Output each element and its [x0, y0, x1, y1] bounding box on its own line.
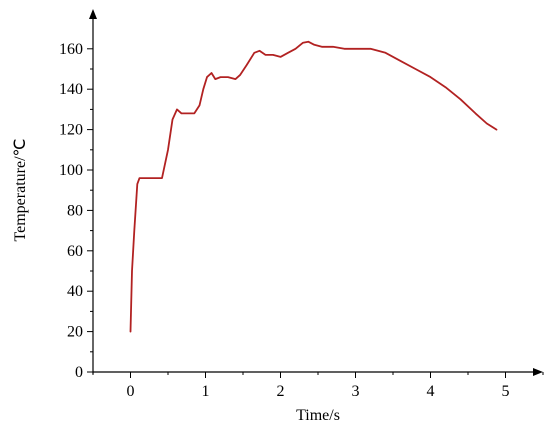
- y-tick-label: 40: [67, 283, 83, 300]
- y-tick-label: 60: [67, 243, 83, 260]
- y-tick-label: 80: [67, 202, 83, 219]
- x-ticks: 0 1 2 3 4 5: [92, 372, 544, 400]
- y-tick-label: 160: [59, 41, 83, 58]
- y-axis-label: Temperature/℃: [12, 138, 29, 241]
- y-ticks: 0 20 40 60 80 100 120 140 160: [59, 41, 93, 381]
- x-axis-arrow-icon: [533, 368, 543, 376]
- y-tick-label: 0: [75, 364, 83, 381]
- temperature-series-line: [129, 40, 498, 333]
- y-tick-label: 100: [59, 162, 83, 179]
- y-tick-label: 20: [67, 324, 83, 341]
- x-axis-label: Time/s: [296, 407, 340, 424]
- x-tick-label: 5: [502, 383, 510, 400]
- x-axis: [93, 368, 543, 376]
- x-tick-label: 3: [352, 383, 360, 400]
- x-tick-label: 4: [427, 383, 435, 400]
- y-tick-label: 120: [59, 122, 83, 139]
- x-tick-label: 1: [202, 383, 210, 400]
- y-tick-label: 140: [59, 81, 83, 98]
- y-axis: [89, 9, 97, 374]
- x-tick-label: 0: [127, 383, 135, 400]
- x-tick-label: 2: [277, 383, 285, 400]
- y-axis-arrow-icon: [89, 9, 97, 19]
- series-group: [129, 40, 498, 333]
